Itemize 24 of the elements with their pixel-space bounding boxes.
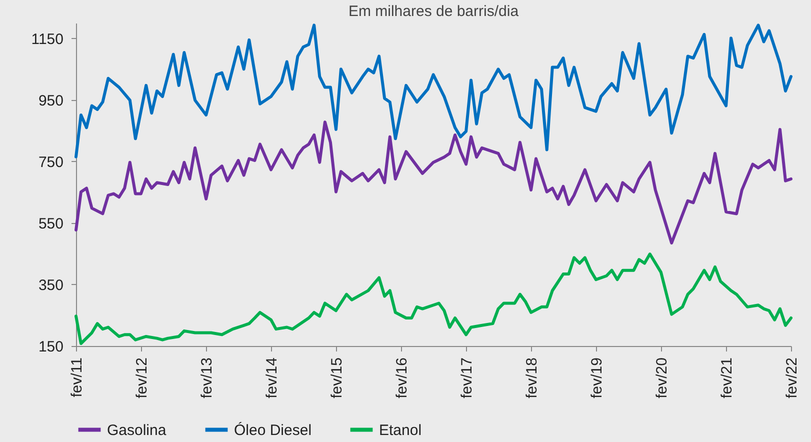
line-series <box>74 24 792 158</box>
x-tick-label: fev/12 <box>133 358 150 398</box>
y-tick-label: 150 <box>38 338 64 356</box>
line-series <box>74 120 792 244</box>
x-tick-label: fev/16 <box>393 358 410 398</box>
x-tick-label: fev/20 <box>653 358 670 398</box>
chart-title: Em milhares de barris/dia <box>348 3 520 20</box>
x-tick-label: fev/11 <box>68 358 86 398</box>
x-tick-label: fev/13 <box>198 358 216 398</box>
y-tick-label: 750 <box>38 154 64 171</box>
x-tick-label: fev/21 <box>718 358 736 398</box>
x-tick-label: fev/18 <box>524 358 541 398</box>
y-tick-label: 950 <box>38 92 64 110</box>
x-tick-label: fev/14 <box>264 358 281 398</box>
y-tick-label: 350 <box>38 276 64 294</box>
y-tick-label: 550 <box>38 215 64 232</box>
x-tick-label: fev/22 <box>784 358 800 398</box>
legend-label: Gasolina <box>107 422 167 439</box>
legend-label: Etanol <box>379 422 422 439</box>
y-tick-label: 1150 <box>31 30 64 48</box>
legend-label: Óleo Diesel <box>234 420 312 439</box>
x-tick-label: fev/15 <box>328 358 346 398</box>
x-tick-label: fev/17 <box>458 358 476 398</box>
x-tick-label: fev/19 <box>588 358 606 398</box>
